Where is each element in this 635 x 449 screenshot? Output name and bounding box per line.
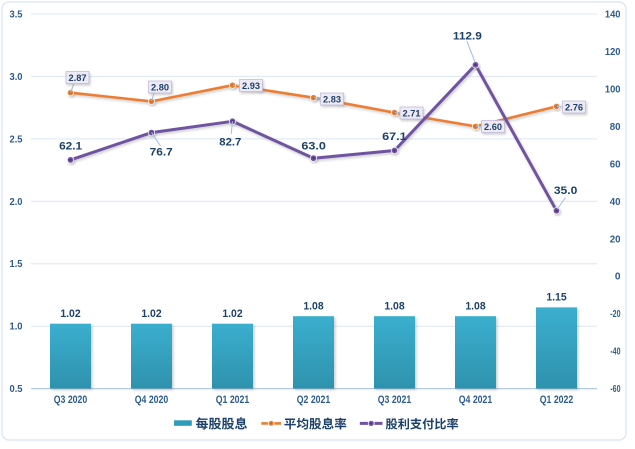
svg-text:63.0: 63.0	[301, 140, 326, 152]
svg-text:Q4 2021: Q4 2021	[459, 394, 493, 406]
svg-text:100: 100	[605, 84, 621, 95]
svg-text:-20: -20	[610, 309, 620, 320]
svg-text:Q1 2022: Q1 2022	[540, 394, 574, 406]
svg-text:112.9: 112.9	[453, 31, 482, 43]
svg-text:76.7: 76.7	[150, 147, 173, 159]
svg-text:0.5: 0.5	[10, 384, 23, 395]
svg-text:1.15: 1.15	[546, 292, 566, 304]
svg-text:2.71: 2.71	[403, 107, 421, 118]
svg-text:2.83: 2.83	[323, 93, 341, 104]
svg-text:82.7: 82.7	[219, 137, 241, 149]
svg-text:2.76: 2.76	[565, 101, 583, 112]
svg-text:1.02: 1.02	[60, 308, 80, 320]
svg-text:120: 120	[605, 47, 621, 58]
svg-text:0: 0	[615, 272, 621, 283]
svg-text:3.5: 3.5	[10, 10, 23, 21]
svg-text:2.0: 2.0	[10, 197, 23, 208]
svg-text:35.0: 35.0	[554, 185, 578, 197]
svg-text:80: 80	[610, 122, 621, 133]
svg-text:Q1 2021: Q1 2021	[216, 394, 250, 406]
svg-text:140: 140	[605, 10, 621, 21]
svg-text:67.1: 67.1	[382, 131, 407, 143]
svg-text:3.0: 3.0	[10, 72, 23, 83]
svg-text:1.08: 1.08	[303, 300, 323, 312]
svg-text:-60: -60	[610, 384, 620, 395]
svg-text:2.93: 2.93	[242, 80, 260, 91]
svg-text:62.1: 62.1	[59, 140, 82, 152]
svg-text:Q4 2020: Q4 2020	[135, 394, 169, 406]
svg-text:2.80: 2.80	[151, 81, 169, 92]
svg-text:Q3 2021: Q3 2021	[378, 394, 412, 406]
svg-text:1.02: 1.02	[222, 308, 242, 320]
svg-text:Q2 2021: Q2 2021	[297, 394, 331, 406]
svg-text:2.5: 2.5	[10, 134, 23, 145]
svg-text:2.60: 2.60	[484, 121, 502, 132]
svg-text:20: 20	[610, 234, 621, 245]
svg-text:1.08: 1.08	[465, 300, 485, 312]
svg-text:2.87: 2.87	[69, 72, 87, 83]
svg-text:-40: -40	[610, 347, 620, 358]
svg-text:40: 40	[610, 197, 621, 208]
svg-text:1.08: 1.08	[384, 300, 404, 312]
svg-text:1.02: 1.02	[141, 308, 161, 320]
svg-text:Q3 2020: Q3 2020	[54, 394, 88, 406]
svg-text:60: 60	[610, 159, 621, 170]
svg-text:1.5: 1.5	[10, 259, 23, 270]
svg-text:1.0: 1.0	[10, 322, 23, 333]
